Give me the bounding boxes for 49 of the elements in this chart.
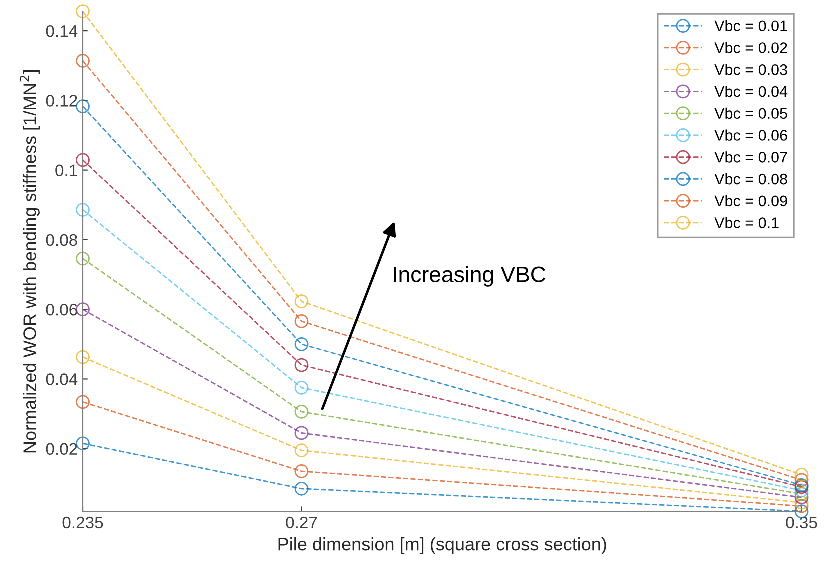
- point: [76, 54, 90, 68]
- point: [794, 484, 809, 498]
- legend-label: Vbc = 0.09: [714, 195, 788, 207]
- y-tick-label: 0.14: [46, 25, 78, 38]
- annotation: Increasing VBC: [394, 266, 546, 287]
- point: [794, 487, 809, 502]
- point: [76, 302, 90, 317]
- point: [76, 395, 90, 410]
- x-tick-label: 0.27: [286, 516, 318, 529]
- point: [294, 337, 309, 352]
- legend-label: Vbc = 0.04: [714, 86, 788, 98]
- y-tick-label: 0.1: [56, 164, 78, 177]
- legend-label: Vbc = 0.08: [714, 173, 788, 185]
- point: [76, 153, 90, 168]
- legend-label: Vbc = 0.02: [714, 42, 788, 54]
- legend-label: Vbc = 0.06: [714, 130, 788, 141]
- point: [76, 436, 90, 451]
- point: [294, 294, 309, 309]
- point: [294, 358, 309, 372]
- y-tick-label: 0.04: [46, 374, 78, 386]
- y-tick-label: 0.02: [46, 443, 78, 456]
- point: [76, 100, 90, 114]
- legend-label: Vbc = 0.05: [714, 108, 788, 120]
- x-tick-label: 0.235: [62, 516, 104, 529]
- point: [794, 499, 809, 514]
- point: [76, 203, 90, 217]
- point: [294, 426, 309, 440]
- point: [794, 468, 809, 482]
- point: [294, 464, 309, 478]
- point: [294, 405, 309, 419]
- legend-label: Vbc = 0.01: [714, 20, 788, 32]
- point: [76, 252, 90, 266]
- y-axis-title: Normalized WOR with bending stiffness [1/MN$^{2}$]: [20, 70, 40, 453]
- x-axis-title: Pile dimension [m] (square cross section): [278, 537, 606, 554]
- point: [294, 380, 309, 395]
- point: [76, 4, 90, 19]
- legend-label: Vbc = 0.07: [714, 152, 788, 163]
- point: [76, 350, 90, 364]
- legend-label: Vbc = 0.1: [714, 217, 779, 228]
- point: [294, 444, 309, 458]
- y-tick-label: 0.08: [46, 234, 78, 246]
- legend-label: Vbc = 0.03: [714, 64, 788, 76]
- y-tick-label: 0.12: [46, 95, 78, 107]
- point: [294, 314, 309, 328]
- point: [794, 490, 809, 505]
- point: [294, 482, 309, 496]
- x-tick-label: 0.35: [786, 516, 818, 529]
- point: [794, 496, 809, 510]
- point: [794, 473, 809, 488]
